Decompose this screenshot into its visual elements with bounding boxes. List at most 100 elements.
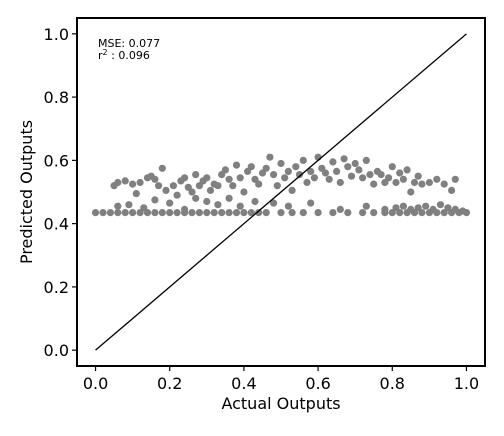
data-point: [262, 164, 270, 172]
data-point: [448, 186, 456, 194]
data-point: [195, 209, 203, 217]
data-point: [151, 209, 159, 217]
data-point: [232, 161, 241, 169]
data-point: [240, 188, 248, 196]
data-point: [277, 209, 285, 217]
data-point: [436, 201, 445, 209]
r2-annotation: r2 : 0.096: [98, 48, 150, 62]
y-tick-label: 0.2: [44, 278, 69, 297]
data-point: [344, 163, 352, 171]
data-point: [284, 202, 292, 210]
data-point: [173, 209, 181, 217]
data-point: [329, 158, 337, 166]
data-point: [203, 197, 211, 206]
data-point: [188, 188, 196, 196]
identity-reference-line: [95, 33, 467, 351]
data-point: [114, 202, 122, 210]
data-point: [307, 167, 315, 175]
data-point: [236, 174, 244, 182]
data-point: [370, 180, 378, 188]
y-tick-label: 1.0: [44, 25, 69, 44]
data-point: [214, 182, 222, 190]
data-point: [388, 163, 396, 171]
data-point: [295, 171, 304, 179]
data-point: [99, 209, 107, 217]
data-point: [299, 209, 307, 217]
data-point: [106, 209, 114, 217]
r2-value: : 0.096: [108, 49, 150, 62]
plot-frame: [76, 17, 486, 367]
x-tick-label: 0.0: [83, 374, 108, 393]
data-point: [407, 205, 415, 213]
data-point: [392, 204, 400, 212]
data-point: [169, 182, 177, 190]
data-point: [355, 166, 363, 174]
data-point: [422, 202, 430, 210]
mse-annotation: MSE: 0.077: [98, 37, 160, 50]
data-point: [314, 209, 322, 217]
data-point: [155, 182, 163, 190]
data-point: [336, 205, 344, 213]
data-point: [303, 178, 311, 187]
x-tick-label: 1.0: [454, 374, 479, 393]
data-point: [310, 174, 318, 182]
data-point: [344, 209, 352, 217]
data-point: [236, 202, 244, 210]
data-point: [210, 209, 218, 217]
data-point: [270, 171, 278, 179]
r2-superscript: 2: [103, 48, 108, 57]
data-point: [433, 175, 441, 183]
y-axis-ticks: 0.0 0.2 0.4 0.6 0.8 1.0: [44, 25, 77, 360]
data-point: [129, 209, 137, 217]
data-point: [162, 186, 170, 194]
data-point: [292, 163, 300, 171]
x-axis-label: Actual Outputs: [221, 394, 340, 413]
data-point: [385, 174, 393, 182]
data-point: [214, 201, 222, 209]
data-point: [225, 209, 233, 217]
data-point: [459, 207, 467, 215]
x-axis-ticks: 0.0 0.2 0.4 0.6 0.8 1.0: [83, 366, 479, 393]
data-point: [336, 178, 344, 187]
data-point: [425, 178, 433, 187]
data-point: [181, 205, 189, 213]
data-point: [206, 186, 215, 194]
data-point: [140, 204, 148, 212]
data-point: [247, 209, 255, 217]
data-point: [225, 175, 233, 183]
data-point: [392, 178, 400, 187]
data-point: [125, 201, 133, 209]
data-point: [262, 209, 270, 217]
data-point: [136, 178, 144, 187]
data-point: [399, 202, 407, 210]
data-point: [218, 209, 226, 217]
y-tick-label: 0.4: [44, 215, 69, 234]
data-point: [151, 175, 159, 183]
data-point: [399, 175, 407, 183]
data-point: [229, 182, 237, 190]
data-point: [307, 199, 315, 207]
data-point: [444, 204, 452, 212]
r2-prefix: r: [98, 49, 103, 62]
x-tick-label: 0.2: [157, 374, 182, 393]
data-point: [173, 191, 181, 199]
data-point: [166, 209, 174, 217]
data-point: [440, 180, 448, 188]
data-point: [91, 209, 100, 217]
data-point: [281, 174, 289, 182]
y-tick-label: 0.8: [44, 88, 69, 107]
data-point: [329, 209, 337, 217]
data-point: [166, 199, 174, 207]
data-point: [114, 178, 122, 187]
data-point: [359, 209, 367, 217]
data-point: [277, 159, 285, 168]
data-point: [410, 178, 419, 187]
data-point: [203, 209, 211, 217]
y-tick-label: 0.0: [44, 341, 69, 360]
data-point: [451, 175, 459, 183]
data-point: [333, 167, 341, 175]
x-tick-label: 0.4: [231, 374, 256, 393]
data-point: [221, 166, 229, 174]
